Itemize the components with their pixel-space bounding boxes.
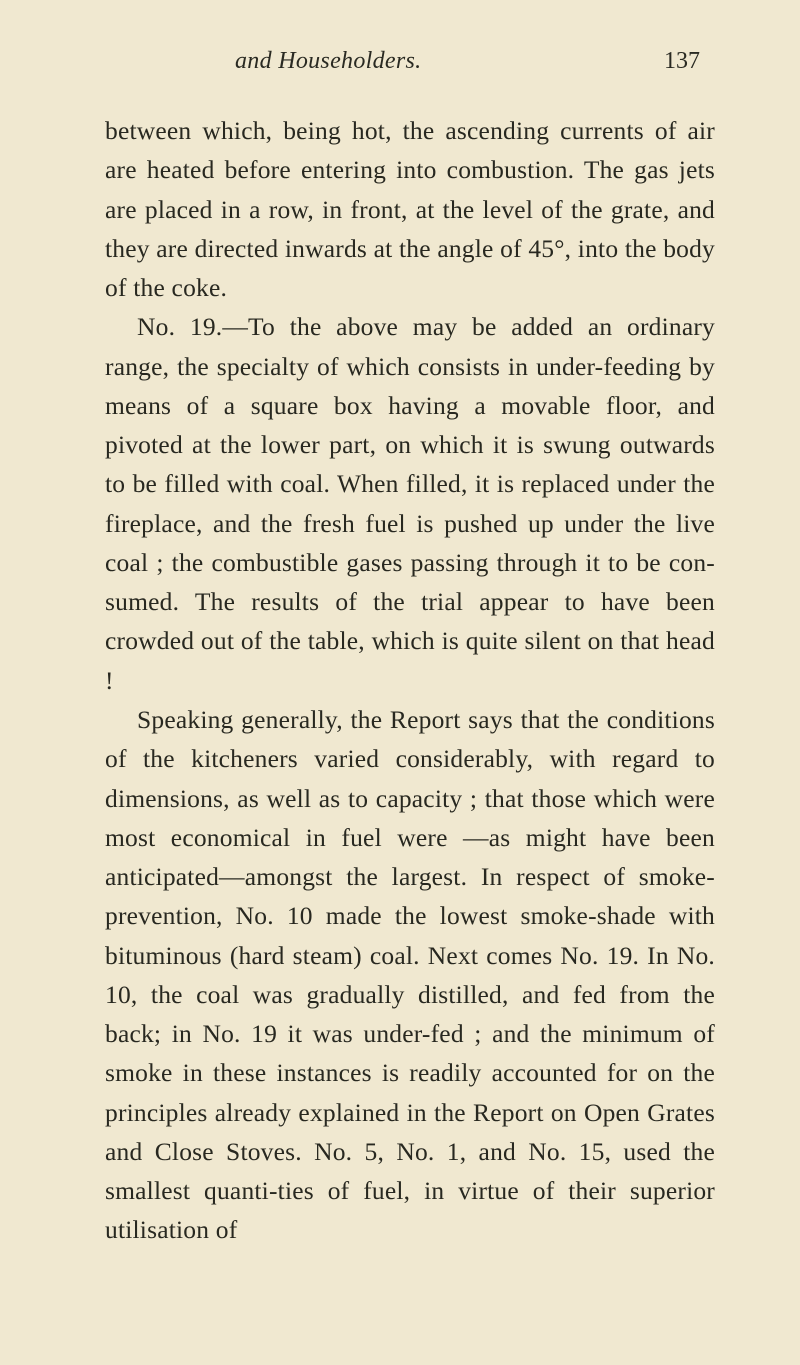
page-number: 137 xyxy=(664,48,700,75)
body-text: between which, being hot, the ascending … xyxy=(105,111,715,1250)
paragraph-2: No. 19.—To the above may be added an ord… xyxy=(105,307,715,700)
paragraph-1: between which, being hot, the ascending … xyxy=(105,111,715,307)
running-title: and Householders. xyxy=(235,48,421,75)
paragraph-3: Speaking generally, the Report says that… xyxy=(105,700,715,1250)
page-container: and Householders. 137 between which, bei… xyxy=(0,0,800,1365)
page-header: and Householders. 137 xyxy=(105,48,715,75)
